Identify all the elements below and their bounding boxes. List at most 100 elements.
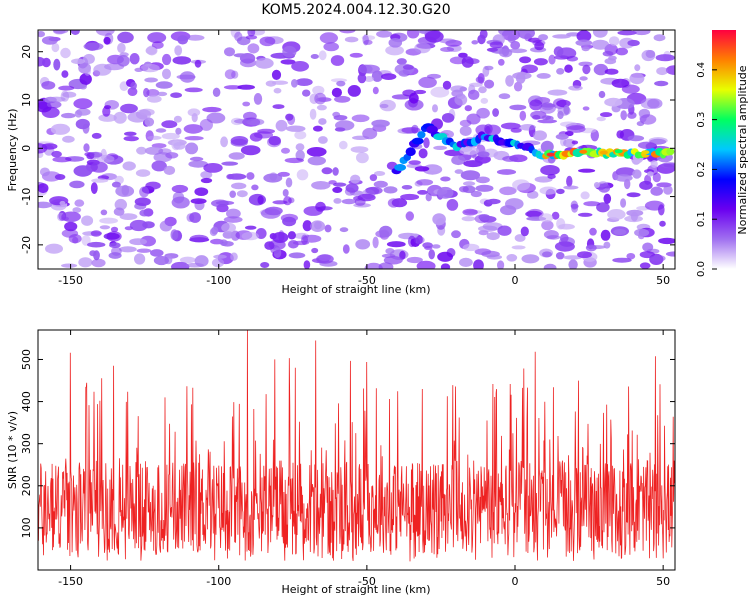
spectrogram-blob [647, 171, 654, 177]
spectrogram-blob [156, 91, 168, 97]
spectrogram-blob [260, 262, 270, 268]
spectrogram-blob [53, 58, 61, 71]
spectrogram-blob [318, 136, 328, 144]
spectrogram-blob [146, 89, 160, 97]
spectrogram-blob [339, 140, 348, 150]
spectrogram-blob [58, 85, 75, 91]
spectrogram-blob [234, 31, 243, 42]
spectrogram-blob [82, 123, 90, 134]
spectrogram-blob [543, 263, 557, 269]
spectrogram-blob [90, 182, 98, 195]
spectrogram-blob [492, 108, 499, 117]
spectrogram-blob [440, 47, 455, 52]
spectrogram-blob [658, 237, 675, 245]
spectrogram-blob [468, 89, 480, 100]
spectrogram-blob [333, 198, 342, 204]
x-tick-label: -50 [358, 575, 376, 588]
spectrogram-blob [442, 80, 452, 90]
spectrogram-blob [658, 204, 665, 216]
spectrogram-blob [409, 92, 419, 104]
spectrogram-blob [188, 160, 208, 168]
spectrogram-blob [242, 101, 251, 107]
spectrogram-blob [484, 79, 495, 89]
spectrogram-blob [184, 136, 204, 141]
spectrogram-y-ticks: 20 10 0 -10 -20 [20, 45, 675, 254]
spectrogram-blob [639, 114, 657, 125]
spectrogram-blob [358, 64, 373, 74]
spectrogram-blob [171, 261, 190, 269]
spectrogram-blob [604, 68, 619, 75]
y-tick-label: 200 [20, 475, 33, 496]
spectrogram-blob [416, 260, 436, 269]
spectrogram-blob [401, 185, 413, 190]
spectrogram-blob [135, 169, 151, 177]
spectrogram-blob [302, 234, 322, 243]
spectrogram-frame [37, 29, 676, 270]
spectrogram-blob [534, 41, 545, 51]
spectrogram-blob [441, 113, 455, 123]
spectrogram-blob [429, 166, 442, 172]
spectrogram-blob [173, 115, 182, 123]
spectrogram-blob [383, 186, 398, 194]
spectrogram-blob [613, 229, 627, 235]
spectrogram-blob [295, 78, 313, 86]
spectrogram-blob [93, 250, 100, 261]
spectrogram-blob [566, 55, 579, 62]
spectrogram-blob [316, 104, 327, 111]
spectrogram-blob [553, 46, 564, 57]
spectrogram-blob [580, 191, 590, 200]
spectrogram-blob [153, 255, 169, 266]
spectrogram-blob [339, 227, 349, 233]
spectrogram-blob [459, 257, 473, 267]
spectrogram-blob [61, 70, 69, 78]
spectrogram-hotspot [614, 149, 623, 154]
spectrogram-blob [634, 64, 641, 72]
spectrogram-blob [302, 220, 312, 232]
spectrogram-blob [520, 226, 529, 237]
spectrogram-blob [243, 111, 257, 121]
spectrogram-blob [581, 46, 590, 52]
spectrogram-blob [482, 222, 503, 231]
spectrogram-blob [318, 50, 327, 61]
spectrogram-blob [223, 85, 242, 90]
spectrogram-blob [334, 95, 351, 103]
spectrogram-blob [129, 219, 148, 232]
x-tick-label: 0 [512, 274, 519, 287]
spectrogram-blob [451, 155, 466, 166]
spectrogram-blob [369, 174, 378, 182]
spectrogram-blob [515, 72, 526, 84]
spectrogram-blob [60, 47, 71, 59]
spectrogram-blob [282, 45, 297, 58]
spectrogram-blob [70, 30, 80, 35]
spectrogram-blob [291, 61, 309, 72]
chart-title: KOM5.2024.004.12.30.G20 [261, 2, 450, 18]
spectrogram-blob [253, 131, 274, 139]
spectrogram-blob [146, 95, 162, 103]
spectrogram-blob [247, 30, 256, 37]
y-tick-label: 300 [20, 433, 33, 454]
y-tick-label: 400 [20, 391, 33, 412]
spectrogram-blob [502, 155, 519, 162]
spectrogram-blob [571, 204, 578, 213]
spectrogram-blob [654, 80, 669, 87]
spectrogram-blob [507, 34, 516, 44]
spectrogram-blob [416, 179, 434, 186]
spectrogram-blob [364, 262, 383, 269]
spectrogram-blob [563, 104, 570, 115]
spectrogram-blob [95, 30, 115, 36]
spectrogram-blob [577, 251, 592, 259]
spectrogram-blob [233, 53, 248, 58]
spectrogram-blob [119, 246, 137, 253]
spectrogram-blob [240, 145, 261, 156]
spectrogram-blob [220, 136, 229, 148]
x-tick-label: 50 [656, 274, 670, 287]
spectrogram-blob [413, 236, 425, 244]
spectrogram-blob [620, 110, 627, 121]
spectrogram-blob [632, 30, 651, 36]
spectrogram-blob [64, 221, 78, 232]
spectrogram-blob [332, 186, 343, 193]
spectrogram-blob [414, 166, 430, 172]
spectrogram-blob [142, 221, 155, 229]
spectrogram-blob [563, 255, 583, 260]
spectrogram-blob [405, 211, 414, 221]
